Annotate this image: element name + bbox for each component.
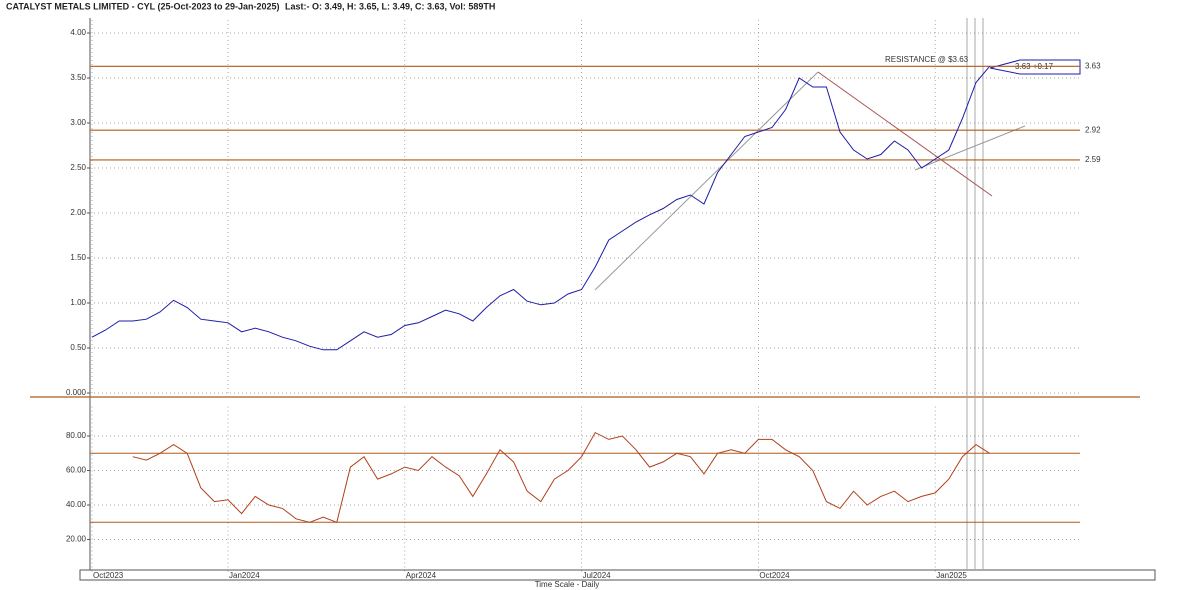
- x-tick-label: Oct2023: [93, 571, 124, 580]
- x-axis-label: Time Scale - Daily: [535, 580, 600, 589]
- y-tick-label: 0.000: [66, 388, 87, 397]
- x-tick-label: Apr2024: [406, 571, 437, 580]
- quote: Last:- O: 3.49, H: 3.65, L: 3.49, C: 3.6…: [285, 1, 495, 11]
- trend-line: [594, 71, 819, 291]
- chart-title: CATALYST METALS LIMITED - CYL (25-Oct-20…: [6, 1, 280, 11]
- level-label: 2.59: [1085, 155, 1101, 164]
- y-tick-label: 2.50: [70, 163, 86, 172]
- y-tick-label: 3.50: [70, 73, 86, 82]
- y-tick-label: 40.00: [66, 500, 87, 509]
- y-tick-label: 3.00: [70, 118, 86, 127]
- series-line: [132, 431, 990, 523]
- annotation: RESISTANCE @ $3.63: [885, 55, 969, 64]
- x-tick-label: Jan2024: [229, 571, 260, 580]
- y-tick-label: 80.00: [66, 431, 87, 440]
- trend-line: [914, 125, 1026, 171]
- y-tick-label: 2.00: [70, 208, 86, 217]
- y-tick-label: 20.00: [66, 535, 87, 544]
- x-tick-label: Oct2024: [759, 571, 790, 580]
- y-tick-label: 1.00: [70, 298, 86, 307]
- price-callout: [989, 59, 1081, 75]
- series-line: [91, 65, 990, 351]
- y-tick-label: 0.50: [70, 343, 86, 352]
- y-tick-label: 1.50: [70, 253, 86, 262]
- y-tick-label: 4.00: [70, 28, 86, 37]
- y-tick-label: 60.00: [66, 466, 87, 475]
- x-tick-label: Jan2025: [936, 571, 967, 580]
- x-axis-band: [79, 569, 1156, 581]
- x-tick-label: Jul2024: [583, 571, 612, 580]
- trend-line: [817, 71, 993, 197]
- level-label: 2.92: [1085, 125, 1101, 134]
- level-label: 3.63: [1085, 61, 1101, 70]
